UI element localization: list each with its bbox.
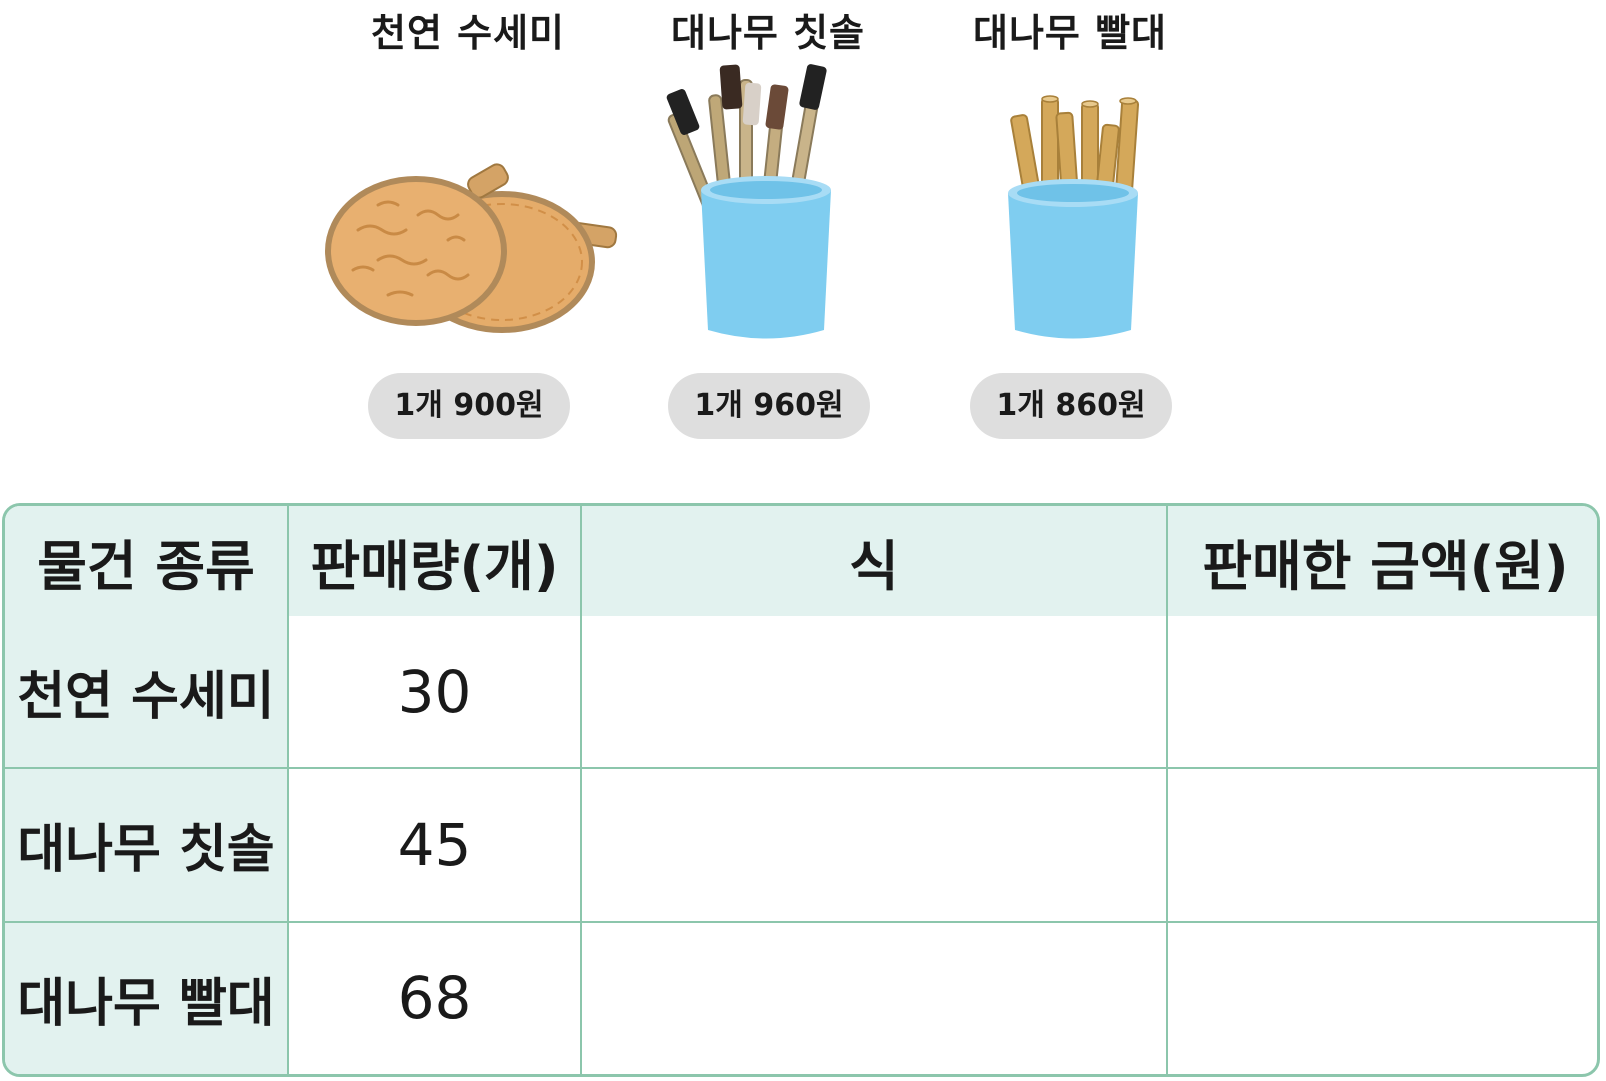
price-label: 1개 960원 — [668, 373, 870, 439]
header-amount: 판매한 금액(원) — [1166, 506, 1597, 616]
bamboo-straw-cup-icon — [1008, 95, 1140, 339]
row-item-name: 천연 수세미 — [5, 616, 289, 770]
amount-cell[interactable] — [1166, 767, 1597, 923]
loofah-scrubber-icon — [325, 163, 618, 333]
row-quantity: 30 — [287, 616, 582, 770]
expression-cell[interactable] — [580, 616, 1168, 770]
table-row: 천연 수세미 30 — [5, 616, 1597, 770]
row-item-name: 대나무 빨대 — [5, 920, 289, 1074]
product-name: 대나무 빨대 — [972, 11, 1168, 55]
price-label: 1개 900원 — [368, 373, 570, 439]
product-bamboo-toothbrush: 대나무 칫솔 1개 960원 — [618, 0, 918, 450]
amount-cell[interactable] — [1166, 616, 1597, 770]
product-name: 천연 수세미 — [370, 11, 566, 55]
header-expression: 식 — [580, 506, 1168, 616]
header-quantity: 판매량(개) — [287, 506, 582, 616]
table-row: 대나무 빨대 68 — [5, 920, 1597, 1074]
amount-cell[interactable] — [1166, 920, 1597, 1074]
header-item-type: 물건 종류 — [5, 506, 289, 616]
expression-cell[interactable] — [580, 767, 1168, 923]
product-bamboo-straw: 대나무 빨대 1개 860원 — [920, 0, 1220, 450]
product-name: 대나무 칫솔 — [670, 11, 866, 55]
row-item-name: 대나무 칫솔 — [5, 767, 289, 923]
product-loofah: 천연 수세미 1개 900원 — [318, 0, 618, 450]
bamboo-toothbrush-cup-icon — [666, 64, 831, 339]
table-header-row: 물건 종류 판매량(개) 식 판매한 금액(원) — [5, 506, 1597, 616]
row-quantity: 68 — [287, 920, 582, 1074]
expression-cell[interactable] — [580, 920, 1168, 1074]
table-row: 대나무 칫솔 45 — [5, 767, 1597, 923]
price-label: 1개 860원 — [970, 373, 1172, 439]
row-quantity: 45 — [287, 767, 582, 923]
sales-table: 물건 종류 판매량(개) 식 판매한 금액(원) 천연 수세미 30 대나무 칫… — [2, 503, 1600, 1077]
